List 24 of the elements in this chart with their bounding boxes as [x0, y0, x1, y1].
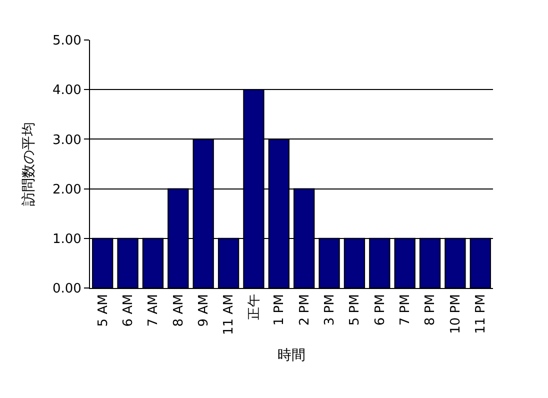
x-tick-label: 2 PM — [297, 294, 312, 326]
x-tick-label: 11 AM — [222, 294, 237, 335]
x-axis-title: 時間 — [278, 347, 306, 364]
x-tick-label: 正午 — [246, 294, 262, 320]
x-tick-label: 7 AM — [146, 294, 162, 327]
x-tick-label: 7 PM — [398, 294, 414, 326]
y-tick-label: 5.00 — [52, 34, 82, 49]
y-tick-label: 2.00 — [52, 182, 82, 198]
x-tick-label: 5 PM — [348, 294, 363, 326]
x-tick-label: 10 PM — [448, 294, 464, 334]
x-tick-label: 8 PM — [423, 294, 438, 326]
x-tick-label: 11 PM — [474, 294, 489, 334]
y-tick-label: 0.00 — [52, 282, 82, 297]
y-tick-label: 3.00 — [52, 132, 82, 148]
y-tick-label: 1.00 — [52, 232, 82, 247]
x-tick-label: 8 AM — [171, 294, 186, 327]
y-axis-title: 訪問数の平均 — [21, 122, 38, 206]
x-tick-label: 6 PM — [372, 294, 388, 326]
x-tick-label: 5 AM — [96, 294, 111, 327]
y-tick-label: 4.00 — [52, 83, 82, 98]
x-tick-label: 9 AM — [196, 294, 212, 327]
x-tick-label: 1 PM — [272, 294, 288, 326]
x-tick-label: 6 AM — [121, 294, 136, 327]
x-tick-label: 3 PM — [322, 294, 338, 326]
